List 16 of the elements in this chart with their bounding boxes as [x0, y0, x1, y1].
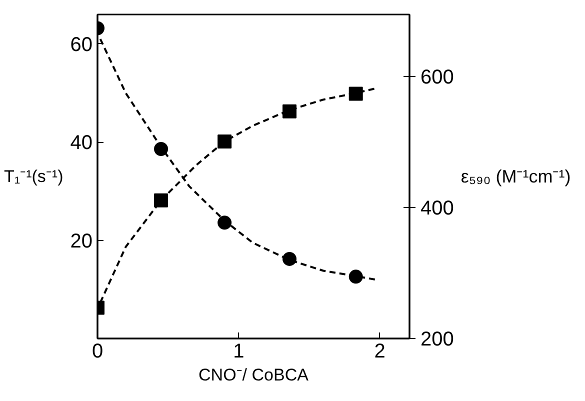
- x-tick-label: 1: [233, 340, 244, 362]
- point: [218, 216, 232, 230]
- y2-tick-label: 200: [420, 328, 454, 350]
- point: [218, 134, 232, 148]
- y2-tick-label: 600: [420, 66, 454, 89]
- y2-tick-label: 400: [420, 198, 454, 220]
- y2-axis-title: ε₅₉₀ (M⁻¹cm⁻¹): [460, 166, 571, 186]
- y-tick-label: 40: [70, 132, 93, 154]
- point: [348, 86, 363, 101]
- x-tick-label: 2: [374, 340, 386, 362]
- y-tick-label: 60: [70, 34, 93, 56]
- x-tick-label: 0: [92, 340, 104, 362]
- point: [154, 142, 168, 156]
- y-tick-label: 20: [70, 230, 93, 252]
- x-axis-title: CNO⁻/ CoBCA: [198, 366, 310, 384]
- y-axis-title: T₁⁻¹(s⁻¹): [4, 167, 64, 186]
